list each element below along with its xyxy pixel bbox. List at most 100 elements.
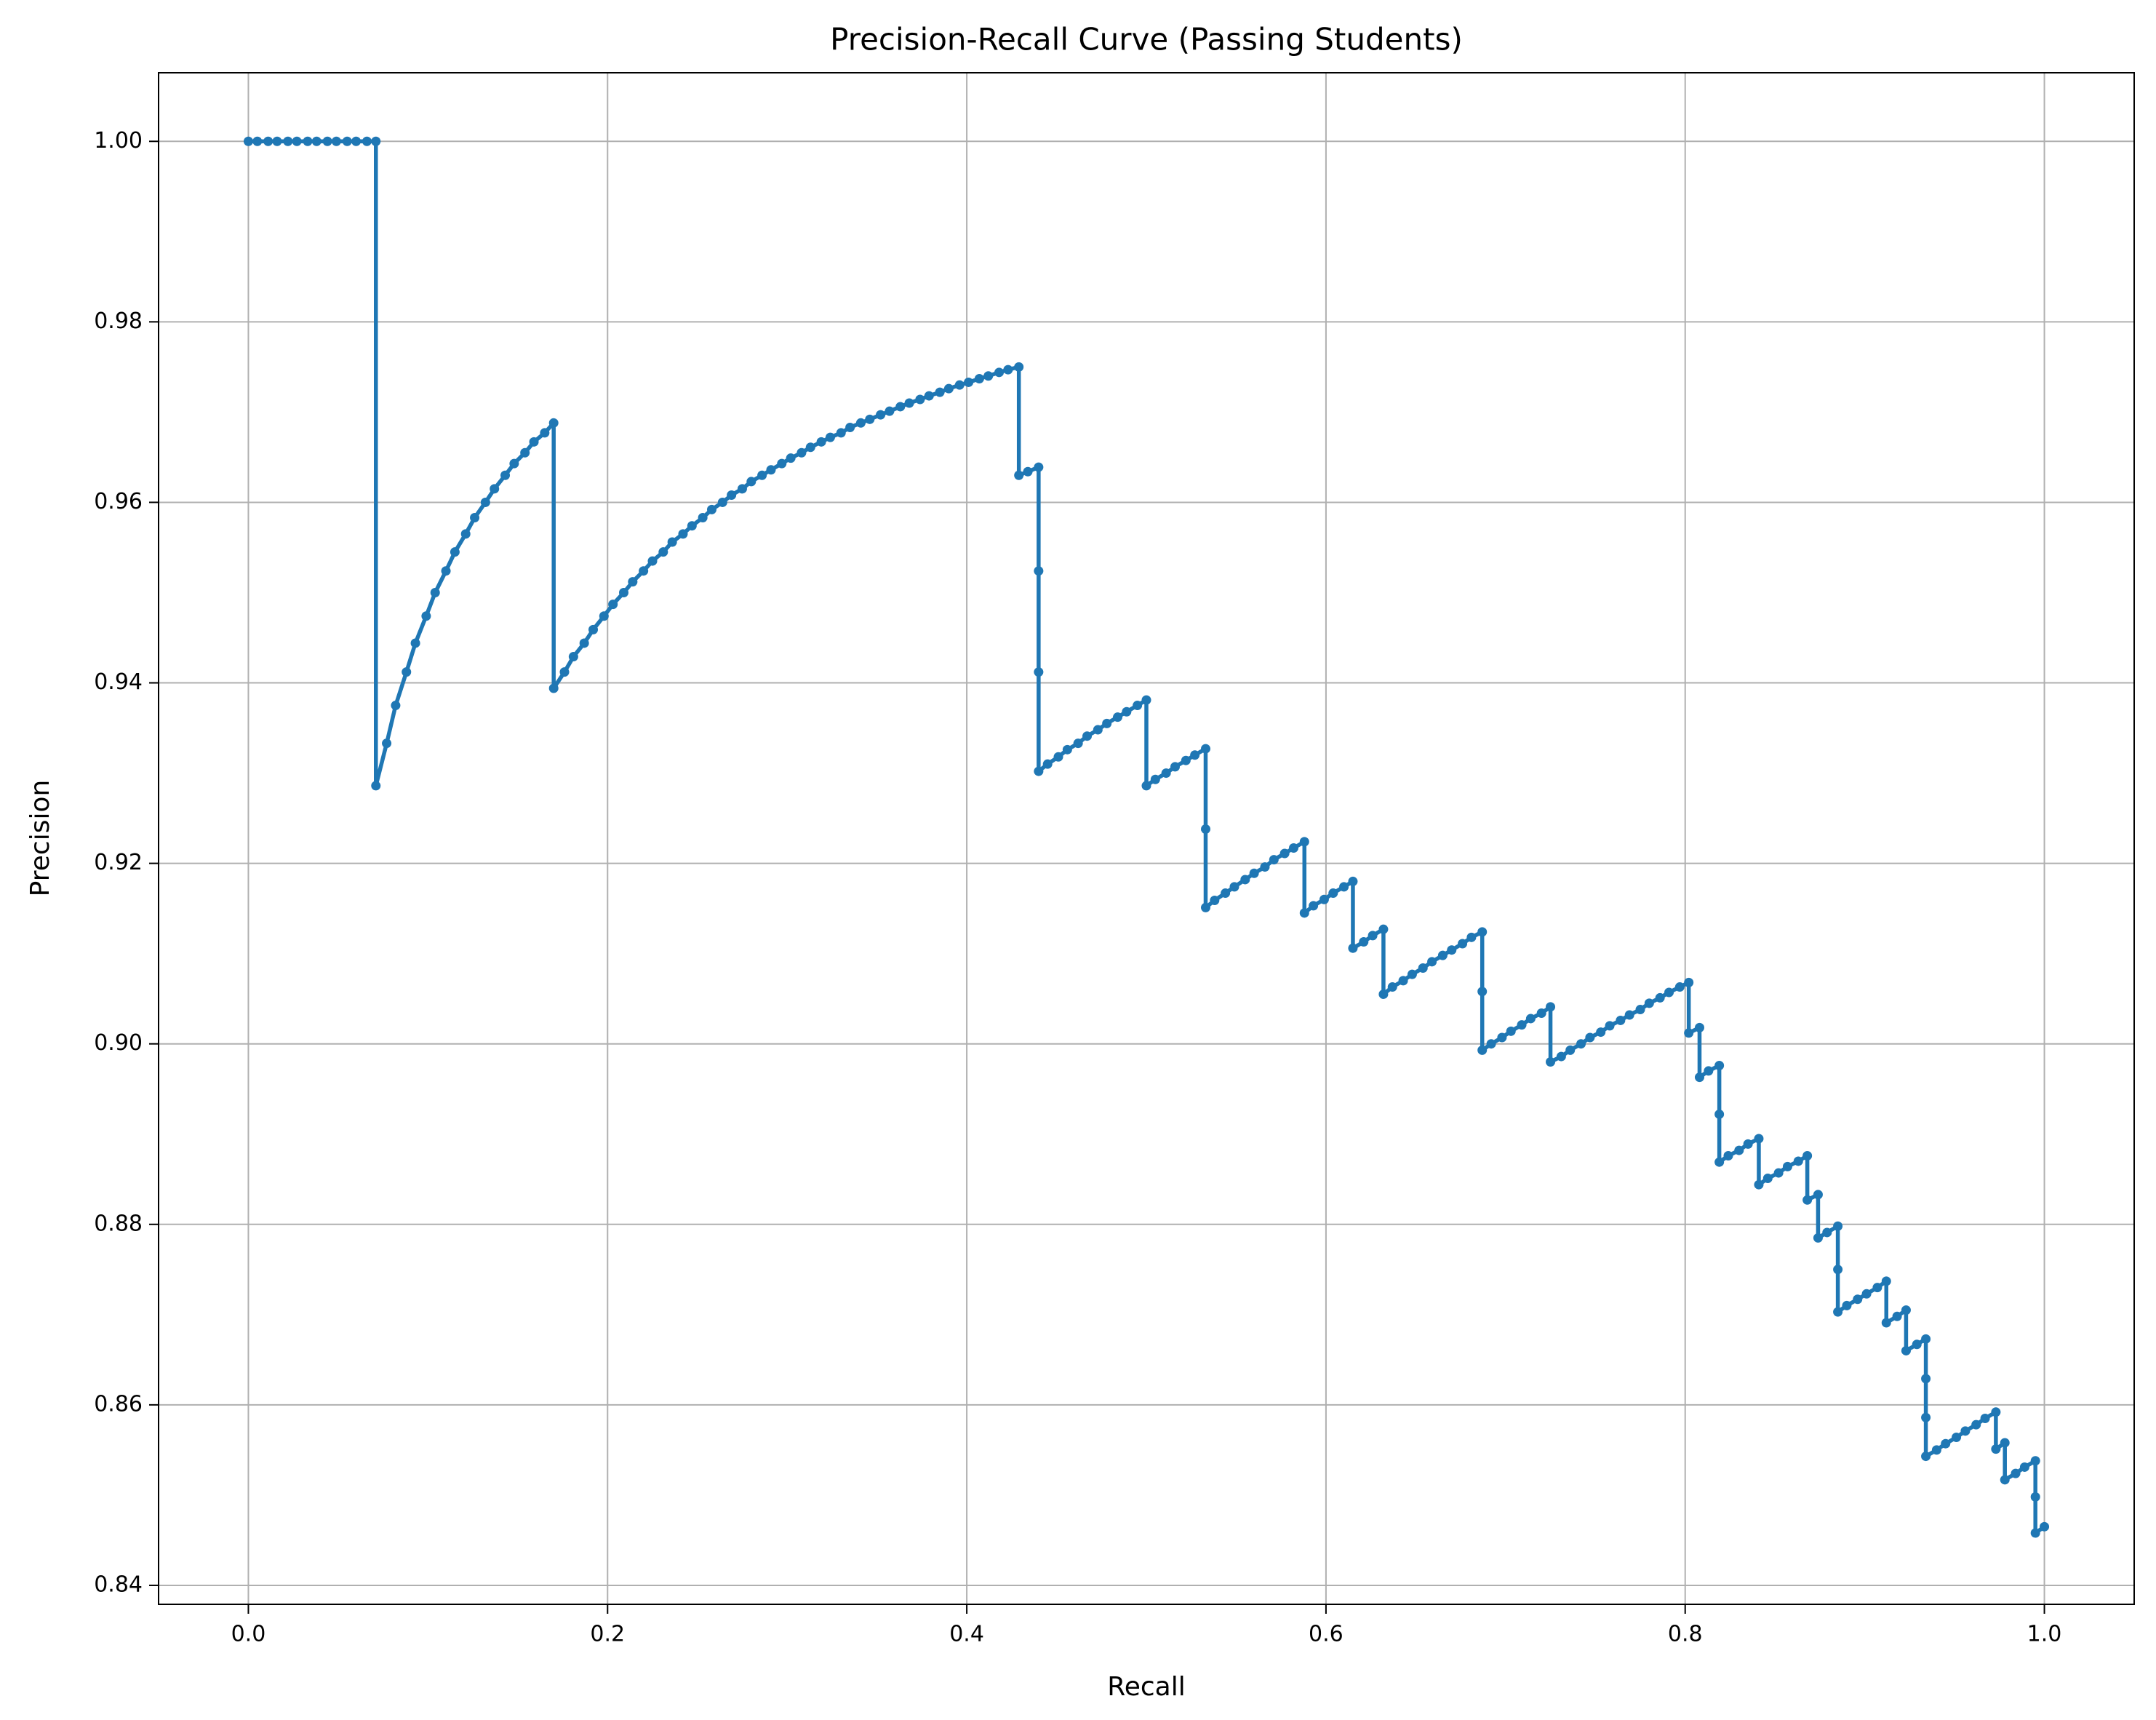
- point: [1477, 927, 1488, 937]
- point: [678, 529, 688, 539]
- plot-frame: [158, 72, 2135, 1605]
- point: [1477, 1045, 1488, 1055]
- point: [1576, 1039, 1586, 1049]
- x-tick-label: 0.8: [1668, 1622, 1703, 1647]
- point: [1042, 759, 1053, 769]
- point: [1714, 1060, 1725, 1070]
- point: [816, 437, 826, 447]
- point: [1704, 1066, 1714, 1076]
- point: [1952, 1433, 1962, 1443]
- point: [1842, 1300, 1852, 1310]
- point: [1269, 855, 1279, 865]
- point: [1684, 1028, 1694, 1038]
- point: [1901, 1345, 1911, 1355]
- point: [935, 387, 945, 397]
- point: [1466, 932, 1477, 942]
- point: [1034, 667, 1044, 677]
- point: [1980, 1413, 1990, 1423]
- point: [2040, 1521, 2050, 1532]
- point: [311, 136, 322, 146]
- point: [1348, 876, 1358, 886]
- point: [421, 611, 431, 621]
- point: [698, 513, 708, 523]
- point: [568, 652, 578, 662]
- point: [717, 497, 727, 507]
- point: [746, 477, 756, 487]
- point: [757, 470, 767, 480]
- point: [1762, 1174, 1773, 1184]
- point: [1161, 768, 1171, 779]
- point: [1368, 931, 1378, 941]
- point: [1655, 992, 1665, 1003]
- point: [1309, 901, 1319, 911]
- point: [1407, 969, 1417, 979]
- point: [1299, 837, 1309, 847]
- point: [1348, 943, 1358, 953]
- point: [1853, 1294, 1863, 1305]
- point: [1782, 1161, 1792, 1171]
- point: [1497, 1032, 1507, 1043]
- point: [1635, 1005, 1645, 1015]
- point: [1112, 712, 1122, 722]
- point: [658, 547, 668, 557]
- point: [430, 587, 440, 597]
- point: [1991, 1407, 2001, 1417]
- point: [1034, 462, 1044, 472]
- point: [964, 377, 974, 387]
- point: [599, 611, 609, 621]
- point: [1921, 1452, 1931, 1462]
- point: [1921, 1412, 1931, 1422]
- point: [1813, 1233, 1823, 1243]
- point: [1556, 1051, 1566, 1062]
- point: [727, 490, 737, 501]
- point: [1210, 895, 1220, 905]
- point: [1833, 1307, 1843, 1317]
- point: [1802, 1195, 1813, 1205]
- x-tick-label: 0.4: [949, 1622, 984, 1647]
- point: [1802, 1151, 1813, 1161]
- point: [1912, 1339, 1922, 1350]
- point: [1616, 1015, 1626, 1025]
- point: [2000, 1438, 2010, 1448]
- point: [805, 442, 815, 453]
- point: [1150, 774, 1160, 784]
- point: [1249, 868, 1259, 878]
- point: [1546, 1002, 1556, 1012]
- point: [391, 701, 401, 711]
- y-axis-label: Precision: [25, 780, 55, 897]
- point: [579, 638, 589, 648]
- point: [351, 136, 362, 146]
- point: [548, 683, 559, 693]
- point: [1596, 1027, 1606, 1038]
- point: [1437, 950, 1448, 960]
- point: [1585, 1032, 1595, 1043]
- point: [520, 447, 530, 458]
- point: [1062, 744, 1072, 755]
- y-tick-label: 0.94: [94, 669, 143, 695]
- point: [1971, 1420, 1981, 1430]
- point: [1034, 566, 1044, 576]
- point: [2030, 1528, 2040, 1538]
- y-tick-label: 0.96: [94, 489, 143, 514]
- point: [1141, 695, 1151, 705]
- y-tick-label: 0.92: [94, 850, 143, 875]
- point: [342, 136, 352, 146]
- point: [1881, 1318, 1891, 1328]
- point: [1684, 977, 1694, 987]
- point: [1773, 1168, 1784, 1178]
- x-tick-label: 0.6: [1309, 1622, 1343, 1647]
- point: [1014, 470, 1024, 480]
- point: [490, 484, 500, 494]
- point: [924, 391, 934, 401]
- point: [1319, 894, 1329, 904]
- point: [1102, 718, 1112, 728]
- point: [876, 410, 886, 420]
- point: [1881, 1276, 1891, 1286]
- point: [1023, 466, 1033, 477]
- point: [588, 624, 599, 634]
- point: [737, 484, 747, 494]
- point: [1664, 987, 1674, 998]
- x-tick-label: 0.0: [231, 1622, 266, 1647]
